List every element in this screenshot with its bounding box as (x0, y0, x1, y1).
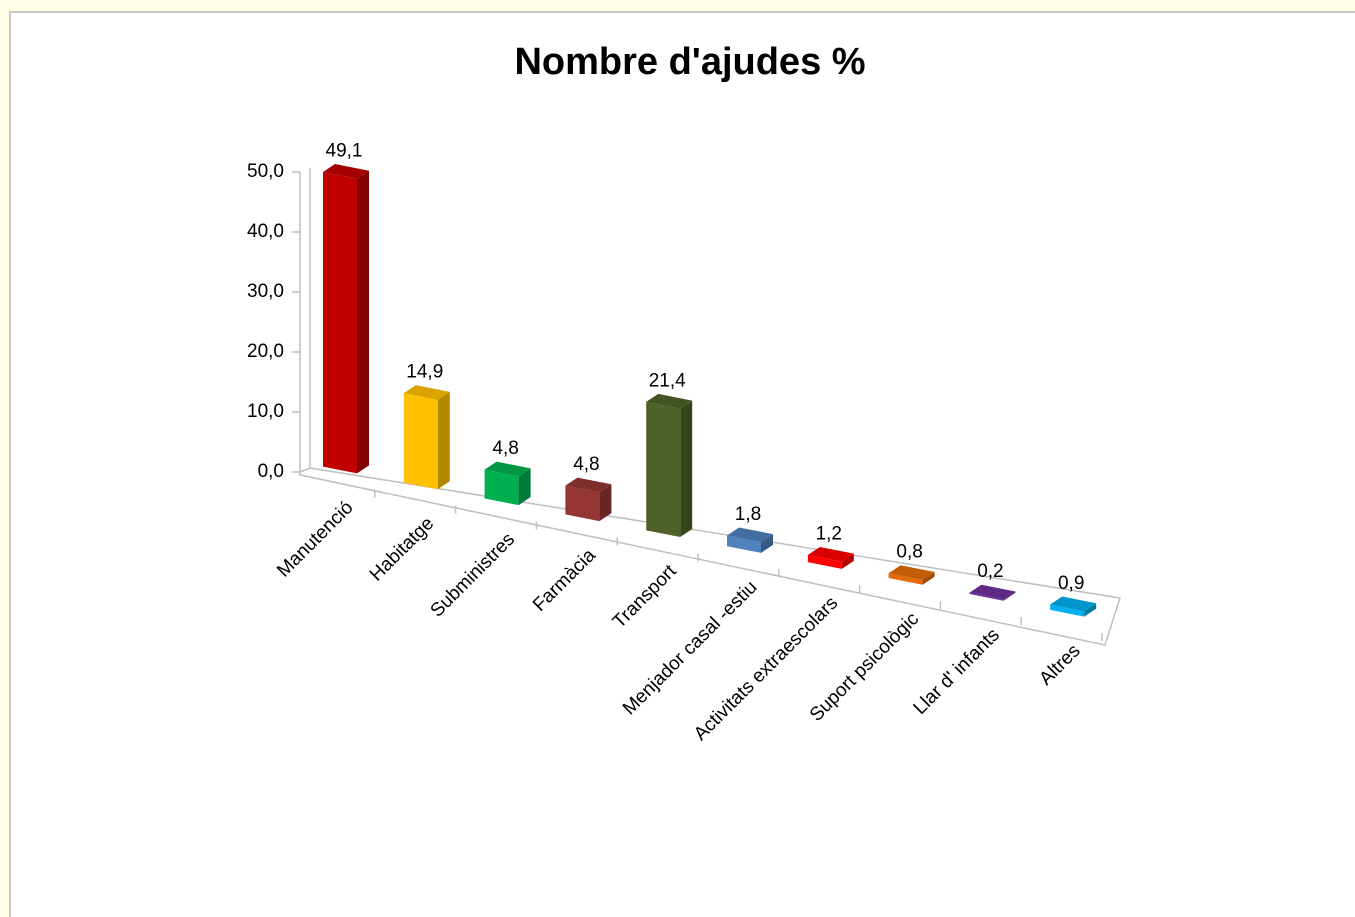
bar-front (323, 172, 357, 474)
value-label: 14,9 (406, 362, 443, 383)
bar-top (484, 461, 531, 477)
bar-top (646, 393, 693, 409)
bar-side (518, 468, 531, 506)
bar (969, 584, 1016, 601)
bar-side (922, 571, 935, 585)
y-tick-label: 30,0 (247, 281, 284, 302)
bar-front (727, 535, 761, 553)
bar-top (807, 546, 854, 562)
bar (565, 477, 612, 522)
bar-front (403, 393, 438, 490)
value-label: 4,8 (573, 454, 599, 475)
value-label: 49,1 (326, 140, 363, 161)
y-tick-label: 0,0 (258, 461, 284, 482)
value-label: 4,8 (492, 438, 518, 459)
bar-side (841, 553, 854, 569)
bar (888, 565, 935, 585)
value-label: 1,8 (735, 504, 761, 525)
value-label: 0,2 (977, 561, 1003, 582)
bar-side (437, 391, 450, 490)
bar-top (969, 584, 1016, 600)
bar (727, 527, 773, 553)
bar-top (323, 164, 369, 179)
bar-front (888, 573, 923, 585)
bar-front (646, 401, 681, 538)
bar-front (565, 485, 600, 522)
bar-side (1084, 603, 1097, 617)
bar (484, 461, 531, 506)
bar-side (680, 400, 693, 538)
bar-front (1050, 604, 1085, 617)
bar (646, 393, 693, 538)
bar (323, 164, 369, 474)
chart-title: Nombre d'ajudes % (514, 41, 865, 83)
value-label: 21,4 (649, 370, 686, 391)
y-tick-label: 40,0 (247, 221, 284, 242)
bar-front (807, 554, 842, 569)
bar (1050, 596, 1097, 617)
value-label: 0,9 (1058, 573, 1084, 594)
bar-top (727, 527, 773, 543)
bar-side (1003, 591, 1016, 601)
bar-front (969, 592, 1004, 601)
bar (807, 546, 854, 569)
bar-front (484, 469, 519, 506)
bar-side (761, 534, 773, 553)
bar-top (1050, 596, 1097, 612)
bar (403, 385, 450, 490)
bar-side (357, 170, 369, 474)
bar-top (565, 477, 612, 493)
bar-side (599, 484, 612, 522)
y-tick-label: 10,0 (247, 401, 284, 422)
value-label: 1,2 (816, 523, 842, 544)
bar-top (888, 565, 935, 580)
y-tick-label: 50,0 (247, 161, 284, 182)
value-label: 0,8 (896, 542, 922, 563)
y-tick-label: 20,0 (247, 341, 284, 362)
bar-top (403, 385, 450, 400)
